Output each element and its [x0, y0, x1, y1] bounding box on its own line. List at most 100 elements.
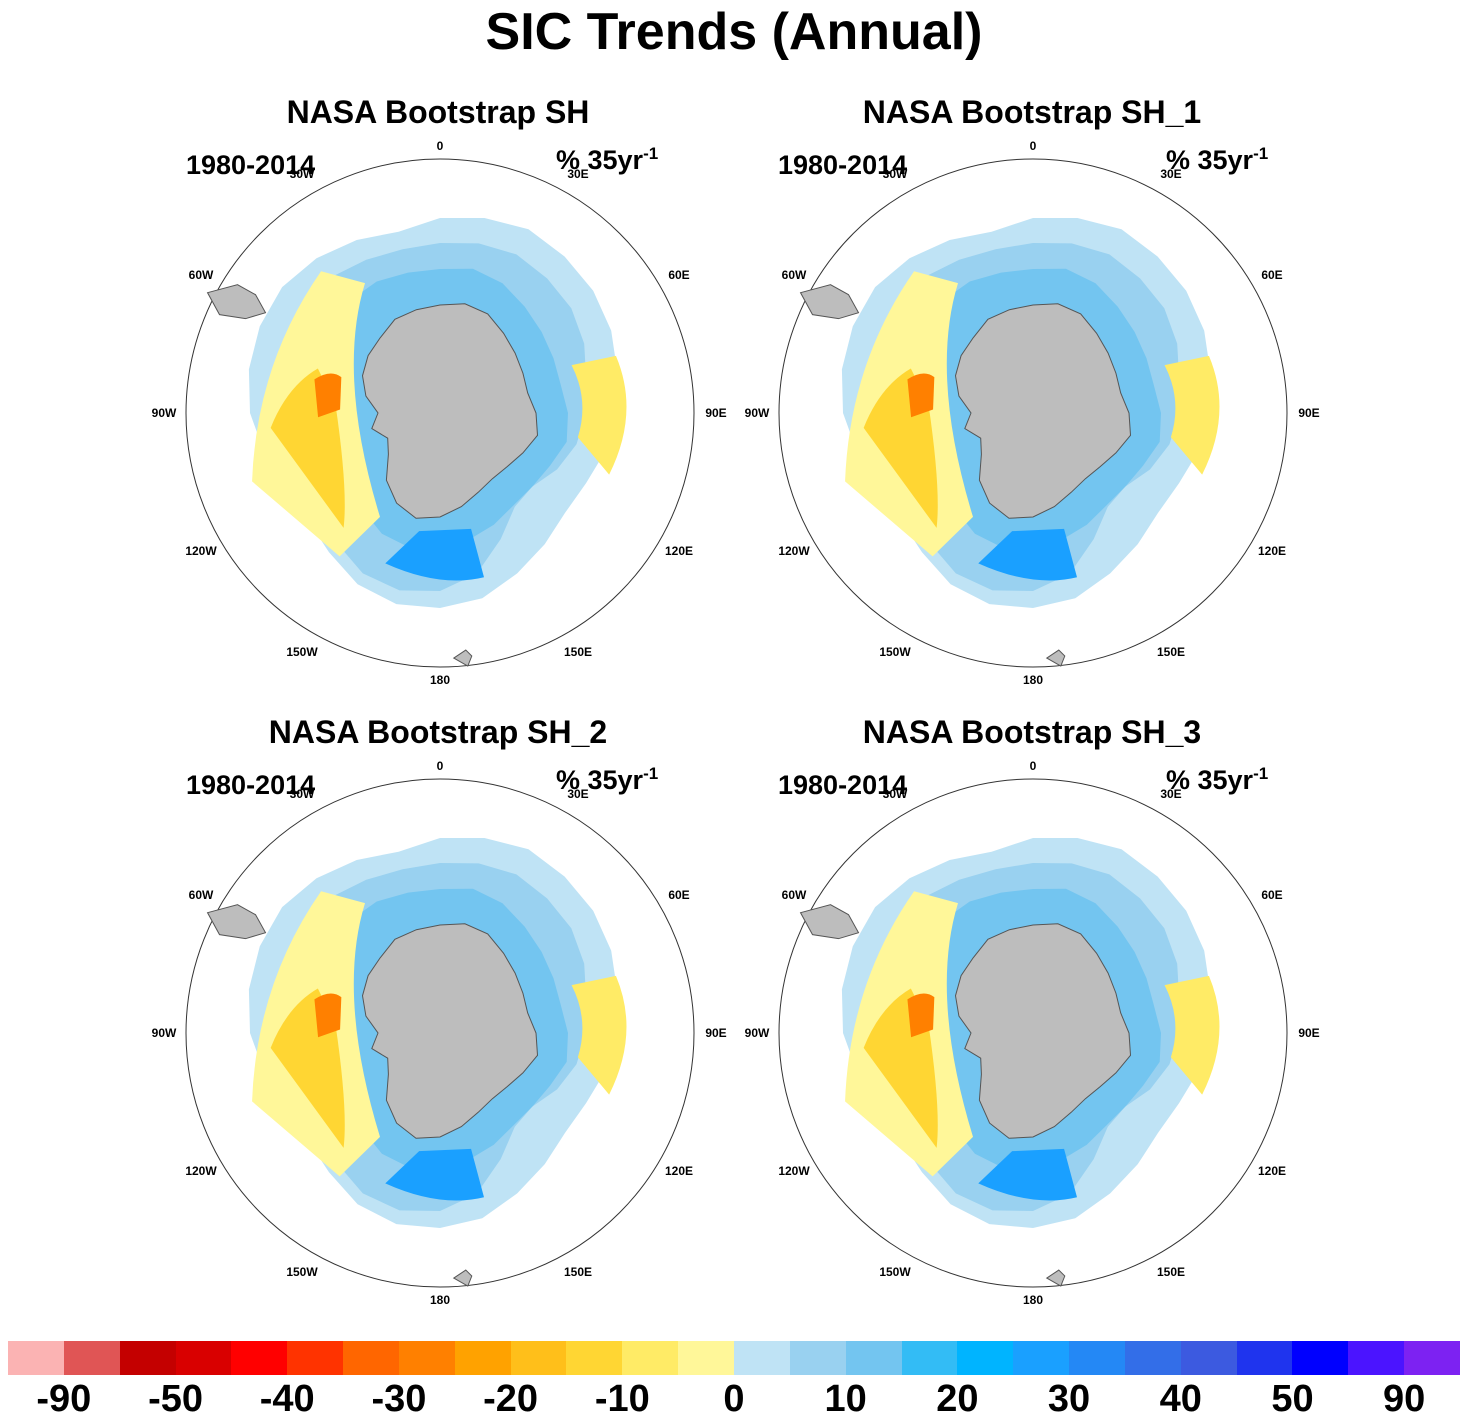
longitude-label: 30E [567, 787, 588, 801]
longitude-label: 120E [665, 544, 693, 558]
colorbar-box [1236, 1341, 1293, 1375]
colorbar-box [63, 1341, 120, 1375]
sic-trend-field [571, 355, 627, 475]
panel-title: NASA Bootstrap SH_2 [268, 714, 608, 750]
longitude-label: 90W [152, 1026, 177, 1040]
colorbar-box [398, 1341, 455, 1375]
longitude-label: 0 [437, 139, 444, 153]
colorbar-tick-label: -10 [594, 1378, 650, 1420]
longitude-label: 120W [778, 544, 810, 558]
longitude-label: 60E [1261, 268, 1282, 282]
colorbar-tick-label: 0 [723, 1378, 745, 1420]
colorbar-tick-label: -40 [259, 1378, 315, 1420]
period-label: 1980-2014 [778, 150, 908, 180]
sic-trend-field [314, 993, 342, 1038]
longitude-label: 30E [567, 167, 588, 181]
longitude-label: 60E [668, 888, 689, 902]
longitude-label: 150E [564, 1265, 592, 1279]
colorbar-box [957, 1341, 1014, 1375]
longitude-label: 0 [437, 759, 444, 773]
colorbar-tick-label: 30 [1047, 1378, 1091, 1420]
colorbar-tick-label: -50 [148, 1378, 203, 1420]
polar-map: 0 30E 60E 90E 120E 150E 180 150W 120W 90W 60W 30W [152, 759, 727, 1307]
longitude-label: 90W [152, 406, 177, 420]
south-america-landmass [206, 904, 267, 940]
longitude-label: 30W [883, 167, 908, 181]
colorbar-box [1180, 1341, 1237, 1375]
colorbar-box [901, 1341, 958, 1375]
south-america-landmass [799, 904, 860, 940]
sic-trend-field [571, 975, 627, 1095]
longitude-label: 60E [668, 268, 689, 282]
colorbar-box [287, 1341, 344, 1375]
new-zealand-landmass [452, 1269, 473, 1287]
colorbar-box [119, 1341, 176, 1375]
colorbar-tick-label: -20 [483, 1378, 539, 1420]
longitude-label: 60E [1261, 888, 1282, 902]
sic-trend-field [385, 1148, 484, 1201]
longitude-label: 120W [778, 1164, 810, 1178]
longitude-label: 120E [1258, 544, 1286, 558]
longitude-label: 90E [1298, 406, 1319, 420]
map-panel: NASA Bootstrap SH 1980-2014 % 35yr-1 [168, 94, 768, 694]
colorbar-tick-label: 50 [1271, 1378, 1314, 1420]
longitude-label: 90E [705, 406, 726, 420]
longitude-label: 150W [286, 645, 318, 659]
colorbar-tick-label: -90 [36, 1378, 92, 1420]
south-america-landmass [799, 284, 860, 320]
colorbar-box [8, 1341, 64, 1375]
sic-trend-field [1164, 975, 1220, 1095]
longitude-label: 150W [879, 1265, 911, 1279]
map-panel: NASA Bootstrap SH_3 1980-2014 % 35yr-1 [762, 714, 1362, 1314]
units-label: % 35yr-1 [556, 764, 659, 795]
longitude-label: 150W [879, 645, 911, 659]
sic-trend-field [978, 528, 1077, 581]
longitude-label: 150E [564, 645, 592, 659]
colorbar-box [1292, 1341, 1349, 1375]
colorbar-box [678, 1341, 734, 1375]
colorbar-box [622, 1341, 679, 1375]
longitude-label: 30W [883, 787, 908, 801]
panel-title: NASA Bootstrap SH_3 [862, 714, 1202, 750]
antarctica-landmass [954, 303, 1132, 519]
colorbar-tick-label: 90 [1383, 1378, 1426, 1420]
new-zealand-landmass [1045, 649, 1066, 667]
colorbar-box [510, 1341, 567, 1375]
colorbar-tick-label: 20 [936, 1378, 979, 1420]
units-label: % 35yr-1 [1166, 764, 1269, 795]
figure-title: SIC Trends (Annual) [485, 3, 983, 61]
colorbar-box [1404, 1341, 1460, 1375]
period-label: 1980-2014 [186, 150, 316, 180]
sic-trend-field [907, 993, 935, 1038]
colorbar [8, 1341, 1460, 1375]
period-label: 1980-2014 [186, 770, 316, 800]
longitude-label: 0 [1030, 759, 1037, 773]
longitude-label: 30E [1160, 787, 1181, 801]
colorbar-box [1124, 1341, 1181, 1375]
sic-trend-field [978, 1148, 1077, 1201]
colorbar-box [1348, 1341, 1405, 1375]
longitude-label: 180 [430, 673, 450, 687]
colorbar-box [566, 1341, 623, 1375]
longitude-label: 90W [745, 406, 770, 420]
panel-title: NASA Bootstrap SH_1 [862, 94, 1202, 130]
longitude-label: 30W [290, 167, 315, 181]
colorbar-box [789, 1341, 846, 1375]
longitude-label: 30E [1160, 167, 1181, 181]
longitude-label: 60W [782, 268, 807, 282]
colorbar-box [734, 1341, 790, 1375]
longitude-label: 120W [185, 544, 217, 558]
longitude-label: 60W [189, 888, 214, 902]
colorbar-box [175, 1341, 232, 1375]
colorbar-box [343, 1341, 399, 1375]
longitude-label: 60W [189, 268, 214, 282]
sic-trend-field [1164, 355, 1220, 475]
units-label: % 35yr-1 [1166, 144, 1269, 175]
map-panel: NASA Bootstrap SH_2 1980-2014 % 35yr-1 [168, 714, 768, 1314]
colorbar-box [231, 1341, 288, 1375]
colorbar-tick-label: -30 [371, 1378, 427, 1420]
antarctica-landmass [361, 923, 539, 1139]
south-america-landmass [206, 284, 267, 320]
longitude-label: 180 [430, 1293, 450, 1307]
